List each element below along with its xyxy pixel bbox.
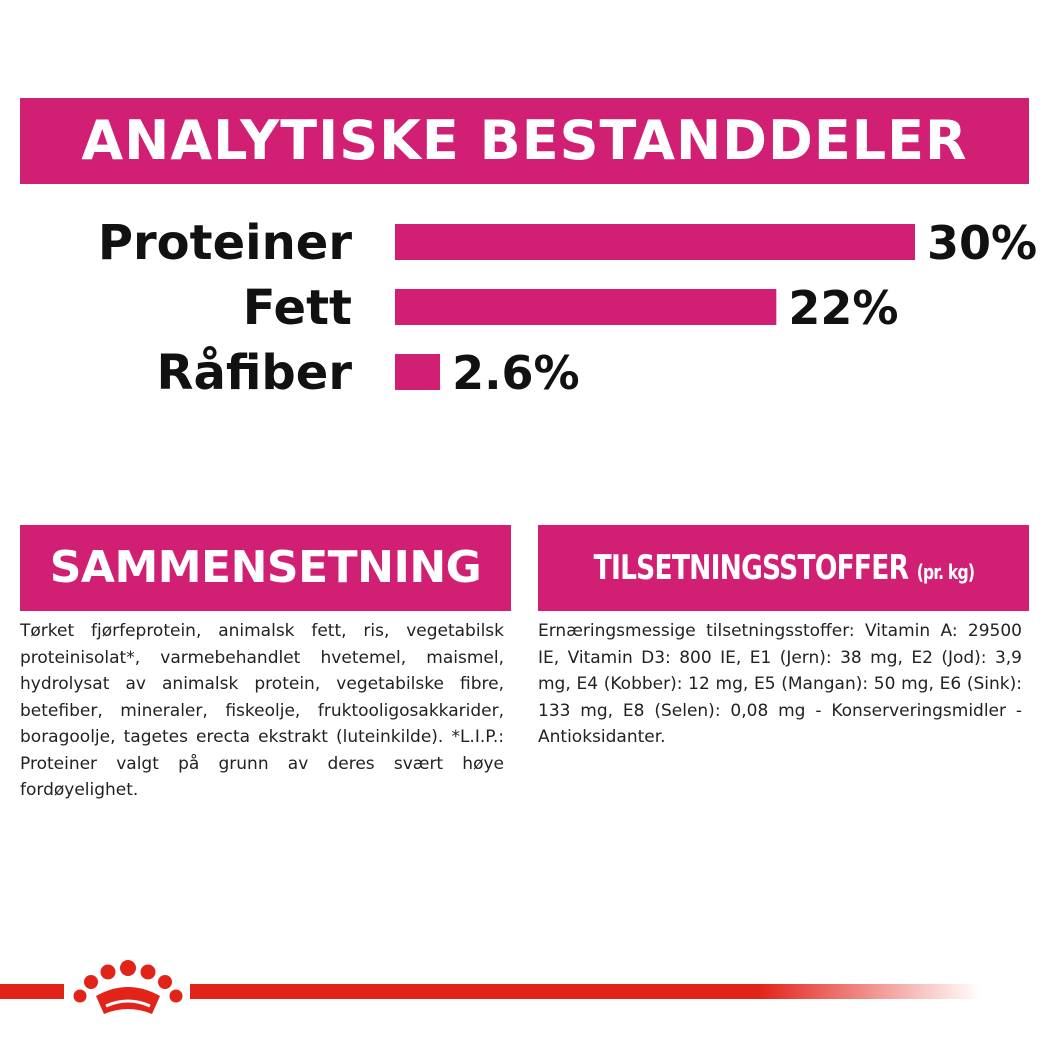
additives-title-wrap: TILSETNINGSSTOFFER (pr. kg) <box>593 551 974 585</box>
analytical-bar-chart: Proteiner 30% Fett 22% Råfiber 2.6% <box>98 215 1037 401</box>
footer-line-left <box>0 984 64 999</box>
value-label-proteiner: 30% <box>927 216 1037 270</box>
bar-proteiner <box>395 224 915 260</box>
royal-canin-crown-logo <box>73 960 183 1014</box>
value-label-r-fiber: 2.6% <box>452 346 580 400</box>
bar-fett <box>395 289 777 325</box>
value-label-fett: 22% <box>788 281 898 335</box>
composition-text: Tørket fjørfeprotein, animalsk fett, ris… <box>20 621 504 800</box>
additives-title: TILSETNINGSSTOFFER <box>593 548 908 588</box>
category-label-proteiner: Proteiner <box>98 215 353 271</box>
analytical-banner: ANALYTISKE BESTANDDELER <box>20 98 1029 184</box>
category-label-fett: Fett <box>243 280 352 336</box>
additives-note: (pr. kg) <box>916 560 974 584</box>
analytical-title: ANALYTISKE BESTANDDELER <box>81 109 968 172</box>
category-label-r-fiber: Råfiber <box>156 345 352 401</box>
additives-text: Ernæringsmessige tilsetningsstoffer: Vit… <box>538 621 1022 747</box>
footer-line-right <box>190 984 980 999</box>
composition-header: SAMMENSETNING <box>20 525 511 611</box>
composition-title: SAMMENSETNING <box>49 542 482 593</box>
additives-header: TILSETNINGSSTOFFER (pr. kg) <box>538 525 1029 611</box>
bar-r-fiber <box>395 354 441 390</box>
